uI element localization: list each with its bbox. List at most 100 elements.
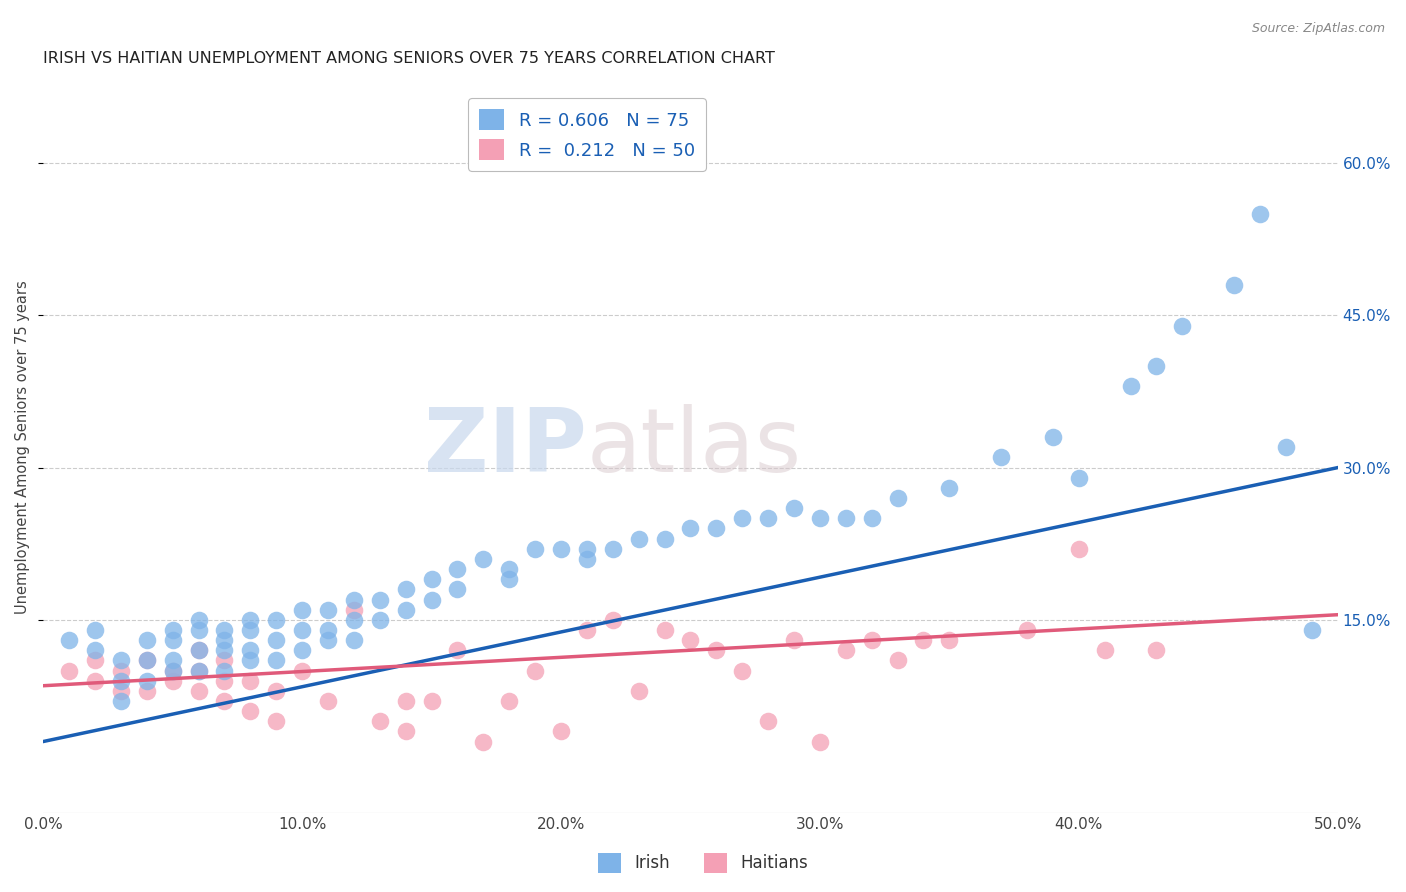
Point	[756, 714, 779, 729]
Point	[756, 511, 779, 525]
Point	[886, 491, 908, 505]
Point	[627, 532, 650, 546]
Point	[110, 683, 132, 698]
Point	[135, 653, 157, 667]
Point	[731, 664, 754, 678]
Point	[291, 623, 314, 637]
Point	[420, 592, 443, 607]
Point	[110, 694, 132, 708]
Point	[808, 511, 831, 525]
Point	[446, 582, 468, 597]
Point	[187, 613, 209, 627]
Point	[498, 562, 520, 576]
Point	[524, 541, 547, 556]
Point	[602, 541, 624, 556]
Point	[214, 633, 236, 648]
Point	[135, 633, 157, 648]
Point	[316, 633, 339, 648]
Point	[343, 592, 366, 607]
Point	[239, 704, 262, 718]
Point	[835, 643, 858, 657]
Point	[679, 521, 702, 535]
Point	[1015, 623, 1038, 637]
Point	[420, 572, 443, 586]
Point	[291, 602, 314, 616]
Point	[575, 552, 598, 566]
Point	[58, 664, 80, 678]
Point	[214, 694, 236, 708]
Point	[835, 511, 858, 525]
Point	[679, 633, 702, 648]
Point	[84, 623, 107, 637]
Point	[860, 511, 883, 525]
Point	[395, 724, 418, 739]
Point	[84, 643, 107, 657]
Point	[162, 664, 184, 678]
Point	[162, 664, 184, 678]
Point	[1275, 440, 1298, 454]
Point	[938, 481, 960, 495]
Point	[187, 683, 209, 698]
Point	[1301, 623, 1323, 637]
Point	[343, 613, 366, 627]
Point	[110, 673, 132, 688]
Point	[1119, 379, 1142, 393]
Point	[214, 673, 236, 688]
Point	[472, 734, 495, 748]
Point	[187, 664, 209, 678]
Point	[1223, 278, 1246, 293]
Text: Source: ZipAtlas.com: Source: ZipAtlas.com	[1251, 22, 1385, 36]
Point	[239, 653, 262, 667]
Point	[316, 623, 339, 637]
Point	[575, 623, 598, 637]
Point	[264, 714, 287, 729]
Point	[162, 633, 184, 648]
Point	[110, 653, 132, 667]
Point	[420, 694, 443, 708]
Point	[731, 511, 754, 525]
Point	[58, 633, 80, 648]
Point	[395, 602, 418, 616]
Point	[84, 653, 107, 667]
Point	[704, 643, 727, 657]
Point	[1094, 643, 1116, 657]
Point	[264, 633, 287, 648]
Point	[316, 694, 339, 708]
Text: ZIP: ZIP	[425, 404, 586, 491]
Point	[1249, 207, 1271, 221]
Point	[316, 602, 339, 616]
Point	[1171, 318, 1194, 333]
Point	[135, 673, 157, 688]
Point	[343, 633, 366, 648]
Y-axis label: Unemployment Among Seniors over 75 years: Unemployment Among Seniors over 75 years	[15, 280, 30, 615]
Point	[239, 673, 262, 688]
Point	[550, 724, 572, 739]
Point	[472, 552, 495, 566]
Point	[524, 664, 547, 678]
Point	[938, 633, 960, 648]
Point	[162, 623, 184, 637]
Point	[990, 450, 1012, 465]
Point	[783, 501, 806, 516]
Point	[886, 653, 908, 667]
Point	[264, 653, 287, 667]
Point	[1067, 541, 1090, 556]
Point	[575, 541, 598, 556]
Point	[1042, 430, 1064, 444]
Point	[627, 683, 650, 698]
Point	[291, 643, 314, 657]
Point	[654, 623, 676, 637]
Point	[550, 541, 572, 556]
Point	[187, 643, 209, 657]
Point	[110, 664, 132, 678]
Point	[1144, 643, 1167, 657]
Point	[395, 582, 418, 597]
Point	[264, 683, 287, 698]
Point	[808, 734, 831, 748]
Point	[187, 623, 209, 637]
Point	[498, 694, 520, 708]
Point	[162, 673, 184, 688]
Point	[264, 613, 287, 627]
Point	[446, 643, 468, 657]
Point	[187, 664, 209, 678]
